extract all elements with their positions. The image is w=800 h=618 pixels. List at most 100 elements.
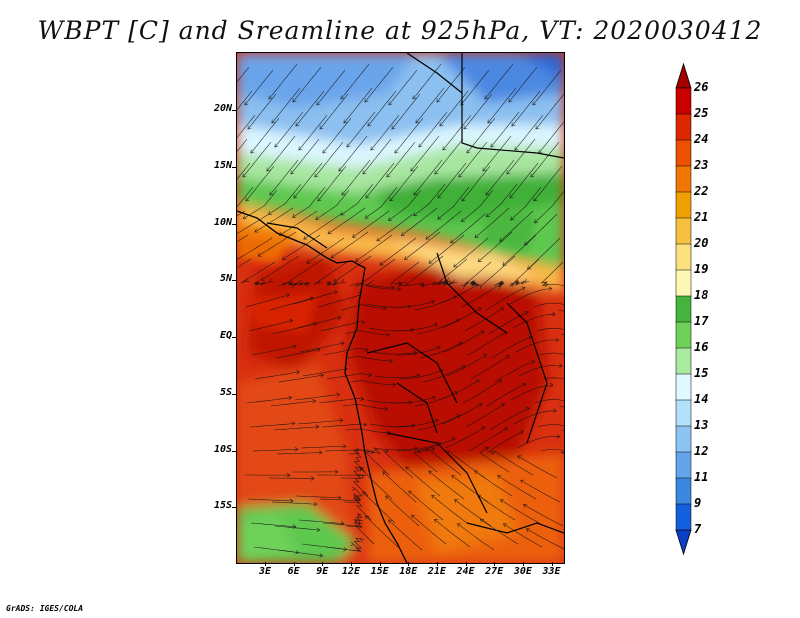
streamline-arrowhead (474, 234, 479, 238)
streamline-arrowhead (388, 101, 393, 106)
streamline (317, 165, 347, 202)
streamline (428, 470, 465, 500)
colorbar-segment (675, 451, 692, 479)
streamline (441, 403, 483, 425)
streamline (388, 519, 423, 551)
streamline-arrowhead (421, 283, 426, 288)
streamline (371, 351, 417, 355)
streamline-arrowhead (479, 518, 485, 523)
colorbar-label: 18 (694, 288, 709, 302)
streamline-arrowhead (357, 513, 362, 518)
streamline (506, 138, 536, 175)
lat-tick-label: 10N (213, 216, 232, 228)
streamline-arrowhead (334, 469, 339, 475)
streamline-arrowhead (475, 379, 480, 384)
streamline-arrowhead (367, 122, 372, 127)
streamline-arrowhead (268, 95, 273, 100)
streamline (520, 479, 561, 503)
streamline (488, 430, 524, 455)
streamline (440, 307, 482, 329)
streamline-arrowhead (496, 285, 501, 290)
streamline (535, 93, 564, 130)
streamline-arrowhead (451, 437, 456, 442)
lon-tick-mark (322, 562, 324, 566)
streamline (250, 117, 280, 154)
streamline (364, 66, 394, 103)
streamline-arrowhead (254, 228, 259, 233)
streamline (290, 138, 320, 175)
streamline (509, 288, 552, 305)
streamline-arrowhead (367, 372, 372, 378)
streamline (438, 379, 480, 401)
streamline (479, 447, 510, 473)
streamline (468, 427, 508, 452)
streamline-arrowhead (292, 524, 297, 529)
streamline (534, 190, 564, 224)
colorbar-segment (675, 165, 692, 193)
streamline (405, 466, 441, 497)
streamline-arrowhead (341, 191, 346, 196)
streamline-arrowhead (316, 527, 321, 533)
colorbar-segment (675, 113, 692, 141)
streamline (370, 114, 400, 151)
streamline-arrowhead (457, 523, 462, 528)
streamline-arrowhead (502, 261, 507, 266)
streamline-arrowhead (333, 290, 338, 295)
streamline (266, 135, 296, 172)
streamline (254, 207, 294, 233)
streamline (527, 237, 561, 270)
streamline-arrowhead (386, 173, 391, 178)
streamline (493, 280, 505, 287)
streamline-arrowhead (315, 424, 320, 430)
streamline-arrowhead (404, 256, 409, 260)
streamline (443, 330, 484, 353)
colorbar-segment (675, 139, 692, 167)
streamline-arrowhead (313, 501, 318, 507)
streamline (273, 426, 319, 431)
streamline (487, 87, 517, 124)
streamline (322, 117, 352, 154)
colorbar-top-arrow (675, 62, 692, 89)
streamline (277, 549, 323, 557)
streamline-arrowhead (461, 197, 466, 202)
streamline (518, 365, 563, 377)
streamline (319, 93, 349, 130)
streamline (293, 291, 338, 305)
streamline (534, 399, 564, 404)
streamline-arrowhead (290, 170, 295, 175)
streamline (347, 355, 393, 362)
streamline (271, 501, 317, 505)
streamline-arrowhead (385, 495, 390, 500)
streamline (450, 213, 486, 244)
streamline (407, 255, 444, 284)
streamline-arrowhead (405, 466, 410, 471)
colorbar-segment (675, 243, 692, 271)
streamline (508, 66, 538, 103)
streamline (489, 407, 530, 431)
streamline-arrowhead (247, 125, 252, 130)
colorbar-segment (675, 477, 692, 505)
streamline-arrowhead (337, 495, 342, 500)
streamline-arrowhead (525, 278, 530, 283)
streamline (490, 111, 520, 148)
streamline (461, 283, 501, 308)
streamline (396, 442, 442, 452)
lon-tick-label: 9E (316, 566, 329, 577)
streamline (245, 294, 290, 308)
streamline-arrowhead (442, 146, 447, 151)
lon-tick-label: 33E (542, 566, 561, 577)
streamline-arrowhead (555, 337, 560, 342)
streamline (484, 63, 514, 100)
streamline (240, 261, 276, 284)
streamline (319, 497, 361, 502)
streamline (512, 313, 556, 329)
streamline (343, 87, 373, 124)
streamline-arrowhead (490, 143, 495, 148)
streamline (413, 183, 446, 217)
streamline (325, 544, 362, 552)
streamline-arrowhead (523, 503, 528, 508)
streamline (532, 69, 562, 106)
streamline (503, 523, 543, 548)
streamline (268, 63, 298, 100)
streamline (237, 234, 249, 243)
